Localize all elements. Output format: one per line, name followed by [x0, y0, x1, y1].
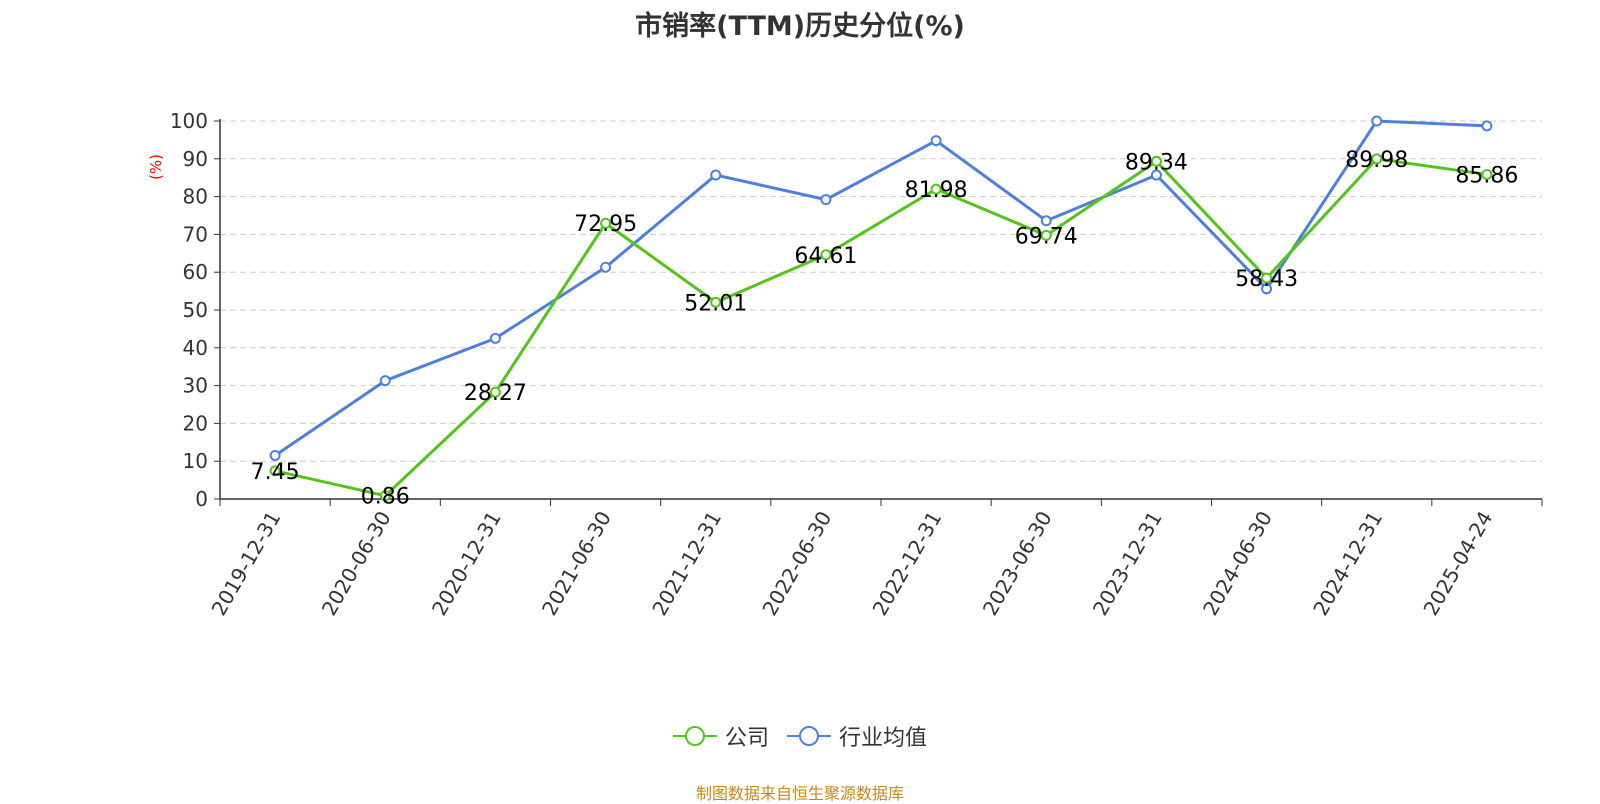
data-point-company — [379, 490, 391, 502]
data-point-industry-average — [930, 135, 942, 147]
data-label-company: 89.98 — [1345, 148, 1408, 173]
x-tick-label: 2019-12-31 — [207, 507, 286, 620]
data-label-company: 0.86 — [361, 485, 410, 510]
data-point-industry-average — [820, 194, 832, 206]
data-label-company: 64.61 — [794, 244, 857, 269]
y-tick-label: 20 — [183, 411, 208, 435]
data-label-company: 85.86 — [1455, 163, 1518, 188]
chart-legend: 公司 行业均值 — [0, 720, 1600, 752]
y-tick-label: 80 — [183, 185, 208, 209]
x-tick-label: 2024-12-31 — [1308, 507, 1387, 620]
x-tick-label: 2021-12-31 — [647, 507, 726, 620]
legend-label-industry-average: 行业均值 — [839, 726, 928, 751]
data-point-industry-average — [1150, 169, 1162, 181]
y-tick-label: 40 — [183, 336, 208, 360]
data-point-industry-average — [489, 332, 501, 344]
data-point-company — [1371, 153, 1383, 165]
x-tick-label: 2020-12-31 — [427, 507, 506, 620]
x-tick-label: 2020-06-30 — [317, 507, 396, 620]
data-point-company — [1040, 229, 1052, 241]
y-tick-label: 0 — [195, 487, 208, 511]
data-point-company — [269, 465, 281, 477]
series-line-company — [274, 157, 1488, 498]
y-tick-label: 60 — [183, 260, 208, 284]
data-point-industry-average — [379, 375, 391, 387]
data-point-industry-average — [1371, 115, 1383, 127]
x-tick-label: 2025-04-24 — [1418, 507, 1497, 620]
line-chart: 0 10 20 30 40 50 60 70 80 90 100 2019-12-31 2020-06-… — [170, 109, 1543, 620]
x-tick-label: 2021-06-30 — [537, 507, 616, 620]
data-point-industry-average — [710, 169, 722, 181]
data-label-company: 28.27 — [464, 381, 527, 406]
y-tick-label: 100 — [170, 109, 208, 133]
x-tick-label: 2023-12-31 — [1088, 507, 1167, 620]
data-point-industry-average — [1481, 120, 1493, 132]
data-point-industry-average — [269, 450, 281, 462]
data-point-company — [1150, 155, 1162, 167]
data-point-company — [1261, 272, 1273, 284]
legend-item-industry-average[interactable]: 行业均值 — [787, 720, 927, 752]
data-point-industry-average — [600, 261, 612, 273]
y-tick-label: 90 — [183, 147, 208, 171]
y-tick-label: 50 — [183, 298, 208, 322]
data-label-company: 89.34 — [1125, 150, 1188, 175]
x-tick-label: 2022-12-31 — [868, 507, 947, 620]
y-tick-label: 70 — [183, 222, 208, 246]
data-label-company: 72.95 — [574, 212, 637, 237]
series-line-industry-average — [274, 119, 1487, 457]
x-tick-label: 2023-06-30 — [978, 507, 1057, 620]
legend-label-company: 公司 — [724, 726, 769, 751]
data-point-company — [600, 217, 612, 229]
x-tick-label: 2022-06-30 — [757, 507, 836, 620]
data-point-industry-average — [1040, 215, 1052, 227]
data-point-company — [489, 386, 501, 398]
y-tick-label: 10 — [183, 449, 208, 473]
legend-swatch-company — [672, 726, 717, 746]
data-point-company — [710, 296, 722, 308]
x-tick-label: 2024-06-30 — [1198, 507, 1277, 620]
data-label-company: 7.45 — [251, 460, 300, 485]
legend-swatch-industry-average — [787, 726, 831, 746]
chart-title: 市销率(TTM)历史分位(%) — [635, 11, 965, 42]
data-source-note: 制图数据来自恒生聚源数据库 — [695, 784, 904, 803]
data-point-company — [1481, 168, 1493, 180]
data-point-company — [930, 183, 942, 195]
data-label-company: 52.01 — [684, 291, 747, 316]
data-point-industry-average — [1261, 283, 1273, 295]
legend-item-company[interactable]: 公司 — [672, 720, 769, 752]
data-label-company: 58.43 — [1235, 267, 1298, 292]
data-label-company: 69.74 — [1015, 224, 1078, 249]
data-label-company: 81.98 — [905, 178, 968, 203]
data-point-company — [820, 249, 832, 261]
y-tick-label: 30 — [183, 374, 208, 398]
